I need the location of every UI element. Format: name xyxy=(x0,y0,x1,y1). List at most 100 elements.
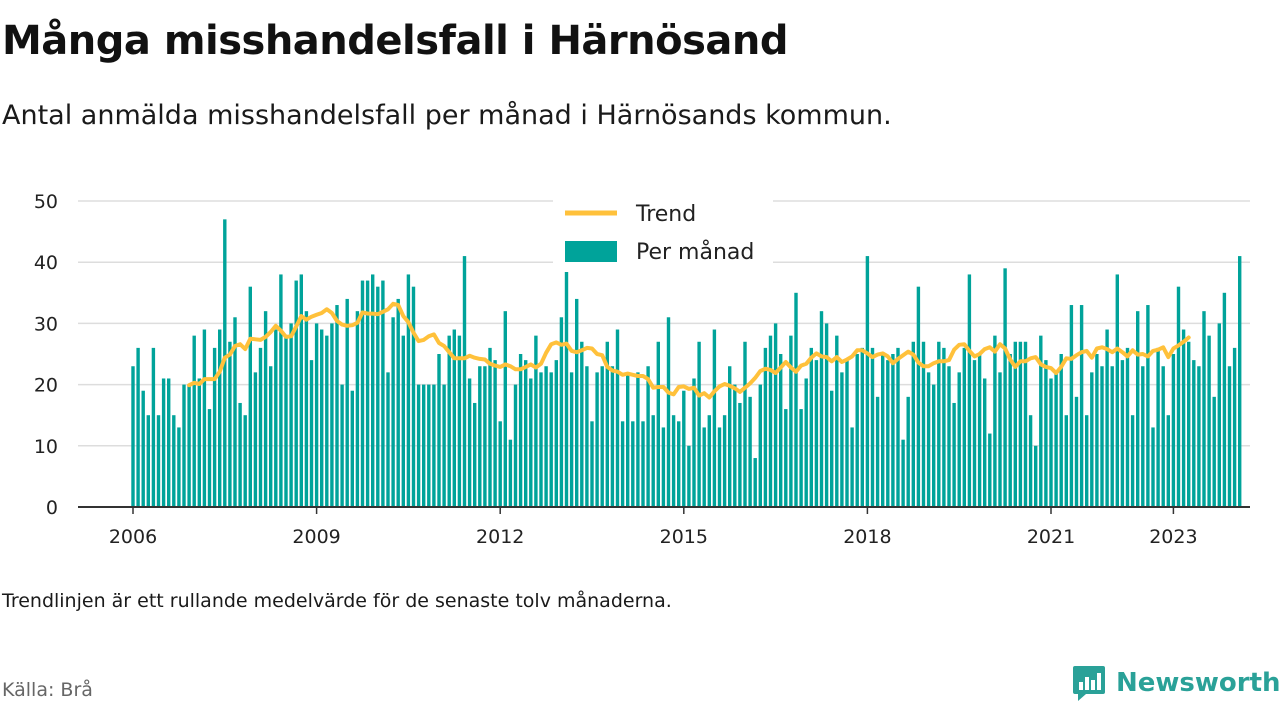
bar xyxy=(136,347,140,507)
bar xyxy=(988,433,992,507)
bar xyxy=(794,292,798,507)
bar xyxy=(544,366,548,507)
bar xyxy=(891,354,895,507)
bar xyxy=(156,415,161,507)
bar xyxy=(146,415,150,507)
bar xyxy=(784,409,788,507)
bar xyxy=(702,427,706,507)
bar xyxy=(498,421,502,507)
bar xyxy=(804,378,808,507)
legend: Trend Per månad xyxy=(553,192,773,272)
bar xyxy=(768,335,773,507)
bar xyxy=(819,311,824,507)
bar xyxy=(376,286,380,507)
bar xyxy=(406,274,411,507)
bar xyxy=(335,305,339,507)
x-tick-label: 2021 xyxy=(1027,526,1075,548)
bar xyxy=(411,286,416,507)
bar xyxy=(896,347,900,507)
bar xyxy=(855,354,859,507)
bar xyxy=(763,347,768,507)
bar xyxy=(809,347,813,507)
bar xyxy=(447,335,451,507)
bar xyxy=(524,360,528,507)
bar xyxy=(972,360,977,507)
bar xyxy=(1161,366,1165,507)
bar xyxy=(529,378,533,507)
bar xyxy=(467,378,472,507)
bar xyxy=(1227,366,1232,507)
bar xyxy=(207,409,212,507)
bar xyxy=(677,421,681,507)
bar xyxy=(998,372,1002,507)
bar xyxy=(1039,335,1043,507)
bar xyxy=(1115,274,1119,507)
bar xyxy=(911,341,915,507)
bar xyxy=(1125,347,1130,507)
bar xyxy=(1238,256,1242,507)
bar xyxy=(840,372,844,507)
bar xyxy=(457,335,462,507)
bar xyxy=(330,323,334,507)
bar xyxy=(671,415,676,507)
chart-title: Många misshandelsfall i Härnösand xyxy=(2,18,789,64)
bar xyxy=(881,354,885,507)
bar xyxy=(284,335,288,507)
bar xyxy=(830,390,834,507)
bar xyxy=(947,366,951,507)
bar xyxy=(253,372,258,507)
bar xyxy=(258,347,263,507)
bar xyxy=(1110,366,1114,507)
bar xyxy=(304,311,309,507)
chart-area: 0 10 20 30 40 50 2006 2009 2012 2015 2018 2021 2023… xyxy=(34,191,1250,548)
bar xyxy=(427,384,431,507)
brand-logo[interactable]: Newsworthy xyxy=(1072,664,1280,702)
bar xyxy=(365,280,370,507)
bar xyxy=(437,354,441,507)
bar xyxy=(518,354,523,507)
bar xyxy=(197,378,201,507)
bar xyxy=(692,378,696,507)
x-tick-label: 2012 xyxy=(476,526,524,548)
bar xyxy=(1064,415,1068,507)
x-tick-label: 2023 xyxy=(1149,526,1197,548)
bar xyxy=(1100,366,1104,507)
bar xyxy=(1222,292,1227,507)
bar xyxy=(559,317,564,507)
chart-subtitle: Antal anmälda misshandelsfall per månad … xyxy=(2,100,892,131)
bar xyxy=(320,329,324,507)
bar xyxy=(345,298,349,507)
bar xyxy=(508,439,513,507)
bar xyxy=(615,329,620,507)
bar xyxy=(488,347,492,507)
bar xyxy=(620,421,625,507)
bar xyxy=(1120,360,1125,507)
bar xyxy=(926,372,931,507)
bar xyxy=(952,402,956,507)
bar xyxy=(1156,347,1160,507)
bar xyxy=(1044,360,1048,507)
bar xyxy=(722,415,727,507)
bar xyxy=(983,378,987,507)
bar xyxy=(1013,341,1017,507)
bar xyxy=(1202,311,1206,507)
bar xyxy=(386,372,390,507)
bar xyxy=(396,298,400,507)
bar xyxy=(1187,341,1191,507)
y-tick-label: 50 xyxy=(34,191,58,213)
bar xyxy=(1130,415,1135,507)
bar xyxy=(1049,378,1053,507)
bar xyxy=(575,298,579,507)
bar xyxy=(916,286,921,507)
bar xyxy=(1095,354,1099,507)
bar xyxy=(212,347,217,507)
bar xyxy=(824,323,829,507)
bar xyxy=(753,458,757,507)
bar xyxy=(554,360,558,507)
bar xyxy=(1069,305,1074,507)
y-tick-label: 0 xyxy=(46,497,58,519)
bar xyxy=(789,335,793,507)
y-tick-label: 10 xyxy=(34,436,58,458)
bar xyxy=(513,384,518,507)
bar xyxy=(187,384,191,507)
